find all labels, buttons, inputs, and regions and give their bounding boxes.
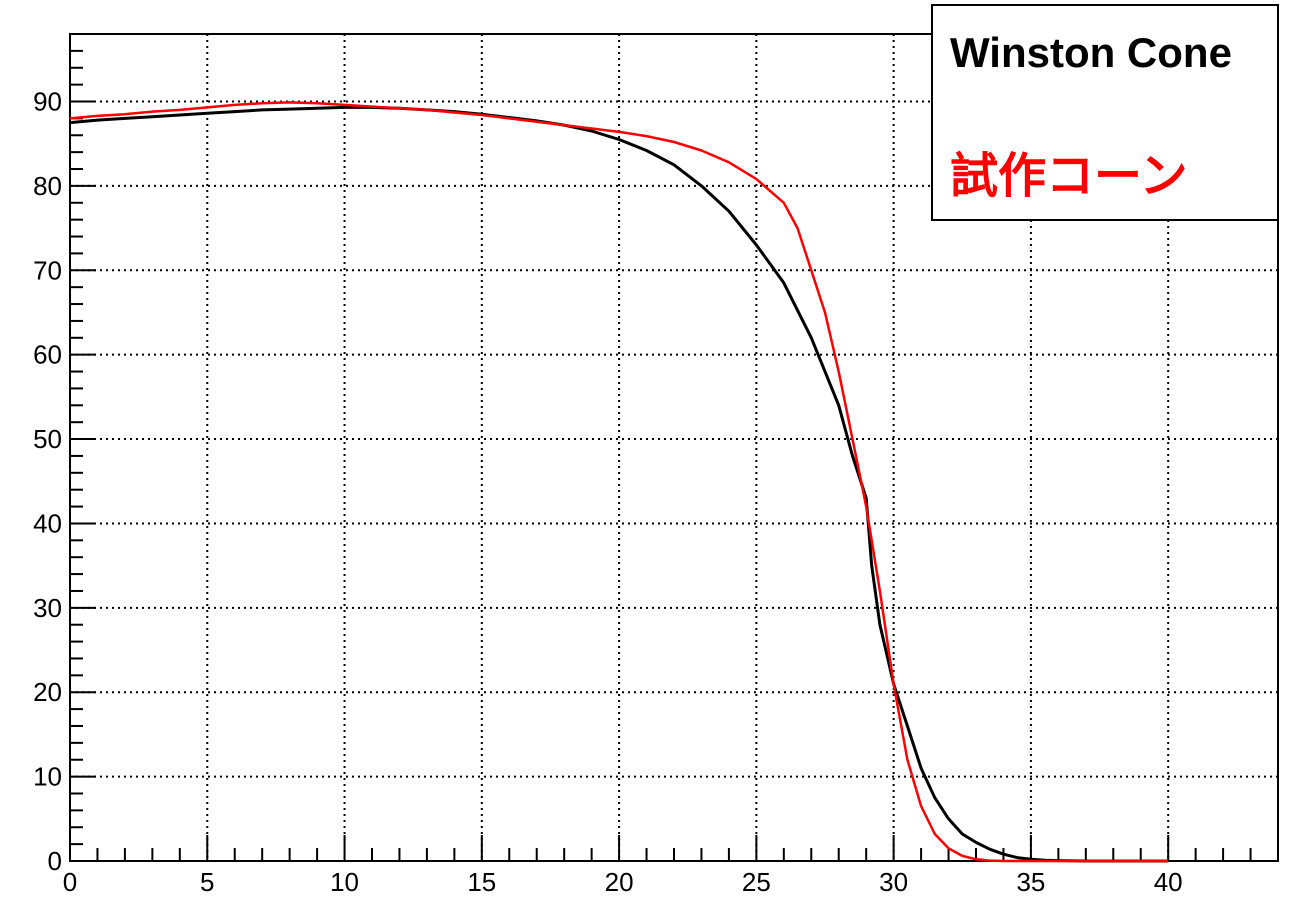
y-tick-label: 10 (33, 762, 62, 792)
legend-label-prototype-cone: 試作コーン (950, 150, 1188, 203)
x-tick-label: 15 (467, 867, 496, 897)
x-tick-label: 5 (200, 867, 214, 897)
y-tick-label: 60 (33, 340, 62, 370)
y-tick-label: 90 (33, 87, 62, 117)
x-tick-label: 40 (1154, 867, 1183, 897)
y-tick-label: 40 (33, 508, 62, 538)
y-tick-label: 0 (48, 846, 62, 876)
x-tick-label: 30 (879, 867, 908, 897)
x-tick-label: 35 (1016, 867, 1045, 897)
series-line-winston-cone (69, 105, 1169, 863)
x-tick-label: 10 (330, 867, 359, 897)
x-tick-label: 25 (742, 867, 771, 897)
x-tick-label: 0 (63, 867, 77, 897)
series-layer (69, 101, 1169, 863)
y-tick-label: 50 (33, 424, 62, 454)
legend-box (931, 4, 1279, 221)
y-tick-label: 20 (33, 677, 62, 707)
y-tick-label: 80 (33, 171, 62, 201)
series-line-prototype-cone (69, 101, 1169, 863)
legend-label-winston-cone: Winston Cone (950, 29, 1232, 76)
x-tick-label: 20 (605, 867, 634, 897)
legend: Winston Cone 試作コーン (931, 4, 1279, 221)
axes: 0 5 10 15 20 25 30 35 40 0 10 20 30 40 50 60 70 80 90 (33, 33, 1279, 897)
y-tick-label: 70 (33, 255, 62, 285)
y-tick-label: 30 (33, 593, 62, 623)
